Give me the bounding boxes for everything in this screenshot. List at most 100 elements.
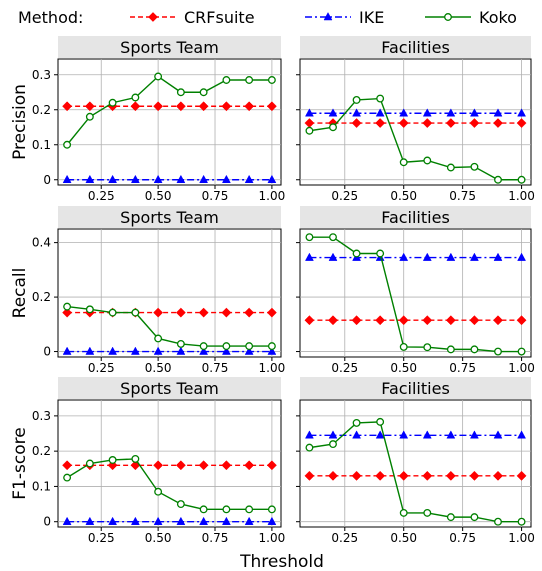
data-point	[176, 516, 186, 525]
series-crfsuite	[304, 315, 527, 326]
data-point	[399, 252, 409, 261]
data-point	[222, 76, 231, 84]
data-point	[493, 430, 503, 439]
y-axis-label: Recall	[10, 268, 30, 319]
data-point	[84, 101, 95, 112]
data-point	[422, 252, 432, 261]
data-point	[328, 470, 338, 481]
data-point	[153, 307, 164, 318]
data-point	[267, 76, 276, 84]
data-point	[493, 470, 503, 481]
data-point	[517, 517, 526, 526]
data-point	[221, 346, 231, 355]
series-line	[67, 305, 272, 347]
data-point	[62, 307, 73, 318]
data-point	[199, 88, 208, 97]
data-point	[352, 108, 361, 117]
legend-label: Koko	[479, 8, 517, 27]
data-point	[244, 307, 255, 318]
series-crfsuite	[304, 470, 527, 481]
x-tick-label: 1.00	[259, 531, 286, 545]
x-tick-label: 0.25	[331, 531, 358, 545]
data-point	[176, 500, 185, 509]
data-point	[469, 470, 480, 481]
data-point	[398, 315, 409, 326]
x-tick-label: 0.50	[145, 531, 172, 545]
data-point	[221, 307, 232, 318]
legend-label: CRFsuite	[184, 8, 255, 27]
panel-title: Facilities	[381, 208, 450, 227]
data-point	[244, 516, 254, 525]
data-point	[328, 430, 338, 439]
x-tick-label: 0.75	[202, 531, 229, 545]
data-point	[175, 307, 186, 318]
data-point	[445, 315, 456, 326]
data-point	[245, 76, 254, 84]
data-point	[199, 342, 208, 351]
data-point	[198, 101, 209, 112]
series-crfsuite	[304, 118, 527, 129]
series-ike	[62, 346, 277, 355]
data-point	[267, 346, 277, 355]
data-point	[63, 140, 72, 149]
data-point	[517, 347, 526, 356]
data-point	[244, 101, 255, 112]
data-point	[469, 118, 480, 129]
data-point	[470, 252, 479, 261]
x-tick-label: 0.75	[449, 361, 476, 375]
data-point	[154, 72, 163, 81]
data-point	[470, 108, 479, 117]
data-point	[108, 346, 118, 355]
series-line	[309, 97, 522, 181]
series-koko	[63, 454, 276, 514]
panel-title: Sports Team	[120, 38, 219, 57]
data-point	[85, 459, 94, 468]
data-point	[328, 252, 338, 261]
data-point	[375, 118, 386, 129]
data-point	[63, 473, 72, 482]
data-point	[175, 460, 186, 471]
data-point	[446, 345, 455, 354]
series-ike	[305, 430, 526, 439]
y-tick-label: 0.1	[32, 479, 51, 493]
plot-area	[57, 399, 282, 528]
data-point	[328, 315, 338, 326]
data-point	[375, 430, 385, 439]
data-point	[221, 101, 232, 112]
data-point	[446, 163, 455, 172]
data-point	[399, 342, 408, 351]
data-point	[305, 126, 314, 135]
series-ike	[62, 174, 277, 183]
plot-area	[299, 399, 532, 528]
data-point	[130, 346, 140, 355]
data-point	[446, 108, 456, 117]
x-tick-label: 0.25	[88, 189, 115, 203]
data-point	[108, 308, 117, 317]
data-point	[244, 460, 255, 471]
data-point	[85, 346, 95, 355]
data-point	[63, 302, 72, 311]
data-point	[62, 516, 72, 525]
data-point	[267, 174, 277, 183]
panel-title: Sports Team	[120, 208, 219, 227]
data-point	[245, 342, 254, 351]
x-tick-label: 1.00	[508, 361, 535, 375]
data-point	[62, 460, 73, 471]
data-point	[154, 487, 163, 496]
data-point	[517, 108, 526, 117]
data-point	[85, 516, 95, 525]
y-axis-label: Precision	[10, 84, 30, 160]
data-point	[517, 175, 526, 184]
data-point	[244, 346, 254, 355]
y-tick-label: 0.2	[32, 103, 51, 117]
x-tick-label: 0.75	[202, 361, 229, 375]
x-tick-label: 0.50	[390, 189, 417, 203]
series-line	[309, 236, 522, 353]
data-point	[422, 315, 433, 326]
data-point	[375, 315, 386, 326]
x-tick-label: 0.25	[88, 531, 115, 545]
x-tick-label: 1.00	[508, 189, 535, 203]
y-tick-label: 0.3	[32, 68, 51, 82]
y-tick-label: 0.1	[32, 138, 51, 152]
y-tick-label: 0.2	[32, 444, 51, 458]
